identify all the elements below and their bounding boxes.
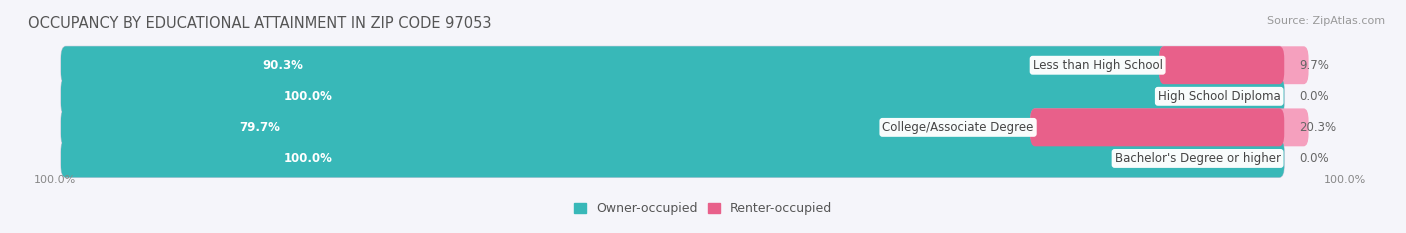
FancyBboxPatch shape: [60, 77, 1284, 115]
Text: 90.3%: 90.3%: [263, 59, 304, 72]
Text: OCCUPANCY BY EDUCATIONAL ATTAINMENT IN ZIP CODE 97053: OCCUPANCY BY EDUCATIONAL ATTAINMENT IN Z…: [28, 16, 492, 31]
FancyBboxPatch shape: [60, 46, 1284, 84]
FancyBboxPatch shape: [60, 108, 1038, 146]
Text: 100.0%: 100.0%: [34, 175, 76, 185]
Text: 100.0%: 100.0%: [284, 152, 332, 165]
FancyBboxPatch shape: [1159, 46, 1284, 84]
Text: 100.0%: 100.0%: [1323, 175, 1365, 185]
Text: High School Diploma: High School Diploma: [1159, 90, 1281, 103]
FancyBboxPatch shape: [60, 46, 1167, 84]
Legend: Owner-occupied, Renter-occupied: Owner-occupied, Renter-occupied: [568, 197, 838, 220]
Text: Bachelor's Degree or higher: Bachelor's Degree or higher: [1115, 152, 1281, 165]
Text: College/Associate Degree: College/Associate Degree: [883, 121, 1033, 134]
Text: 20.3%: 20.3%: [1299, 121, 1336, 134]
FancyBboxPatch shape: [60, 140, 1284, 177]
FancyBboxPatch shape: [1031, 108, 1309, 146]
Text: Source: ZipAtlas.com: Source: ZipAtlas.com: [1267, 16, 1385, 26]
FancyBboxPatch shape: [60, 140, 1284, 177]
FancyBboxPatch shape: [1031, 108, 1284, 146]
FancyBboxPatch shape: [60, 77, 1284, 115]
Text: Less than High School: Less than High School: [1032, 59, 1163, 72]
Text: 100.0%: 100.0%: [284, 90, 332, 103]
FancyBboxPatch shape: [60, 108, 1284, 146]
FancyBboxPatch shape: [1159, 46, 1309, 84]
Text: 79.7%: 79.7%: [239, 121, 280, 134]
Text: 0.0%: 0.0%: [1299, 152, 1329, 165]
Text: 9.7%: 9.7%: [1299, 59, 1329, 72]
Text: 0.0%: 0.0%: [1299, 90, 1329, 103]
